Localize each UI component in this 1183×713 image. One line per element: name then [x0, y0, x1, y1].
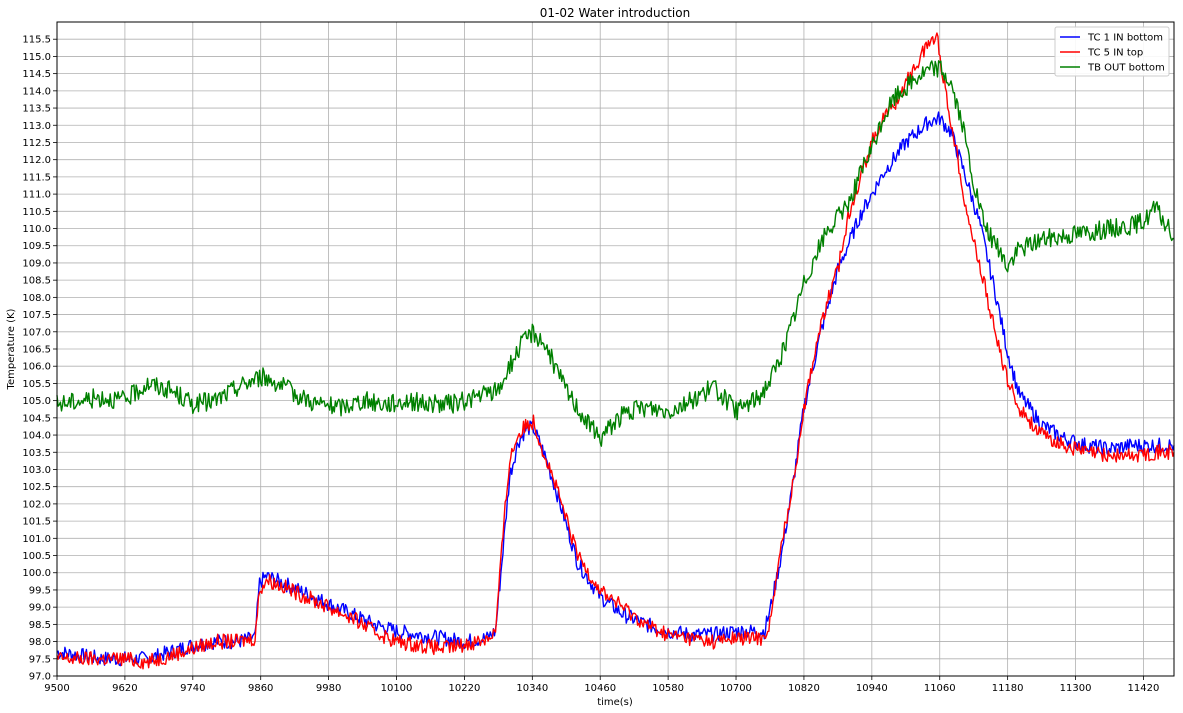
- y-axis-label: Temperature (K): [6, 308, 17, 390]
- y-tick-label: 99.0: [29, 603, 51, 614]
- y-tick-label: 101.0: [22, 534, 51, 545]
- series-line-tb-out-bottom: [56, 60, 1175, 447]
- y-tick-label: 97.0: [29, 672, 51, 683]
- x-tick-label: 11420: [1128, 683, 1160, 694]
- y-tick-label: 97.5: [29, 654, 51, 665]
- x-tick-label: 10580: [652, 683, 684, 694]
- y-tick-label: 102.5: [22, 482, 51, 493]
- y-tick-label: 107.5: [22, 310, 51, 321]
- x-tick-label: 9980: [316, 683, 341, 694]
- legend-entry: TC 1 IN bottom: [1087, 33, 1163, 44]
- grid: [56, 22, 1174, 677]
- y-tick-label: 110.5: [22, 207, 51, 218]
- x-tick-label: 10820: [788, 683, 820, 694]
- y-tick-label: 100.0: [22, 568, 51, 579]
- y-tick-label: 114.0: [22, 86, 51, 97]
- y-tick-label: 102.0: [22, 499, 51, 510]
- x-tick-label: 10940: [856, 683, 888, 694]
- y-tick-label: 108.0: [22, 293, 51, 304]
- y-tick-label: 106.5: [22, 345, 51, 356]
- x-tick-label: 9620: [112, 683, 137, 694]
- legend-entry: TB OUT bottom: [1087, 63, 1165, 74]
- y-tick-label: 107.0: [22, 327, 51, 338]
- x-tick-label: 10460: [584, 683, 616, 694]
- x-tick-label: 10700: [720, 683, 752, 694]
- y-tick-label: 111.0: [22, 190, 51, 201]
- y-tick-label: 115.5: [22, 35, 51, 46]
- y-tick-label: 98.0: [29, 637, 51, 648]
- x-tick-label: 9500: [44, 683, 69, 694]
- x-tick-label: 11180: [992, 683, 1024, 694]
- series-line-tc-1-in-bottom: [56, 111, 1175, 667]
- y-tick-label: 100.5: [22, 551, 51, 562]
- x-axis-label: time(s): [597, 697, 633, 708]
- x-tick-label: 10220: [449, 683, 481, 694]
- y-tick-label: 108.5: [22, 276, 51, 287]
- x-tick-label: 11060: [924, 683, 956, 694]
- y-tick-label: 112.5: [22, 138, 51, 149]
- x-tick-label: 11300: [1060, 683, 1092, 694]
- y-tick-label: 113.5: [22, 104, 51, 115]
- y-tick-label: 114.5: [22, 69, 51, 80]
- x-tick-label: 10340: [516, 683, 548, 694]
- x-tick-label: 9740: [180, 683, 205, 694]
- y-tick-label: 105.5: [22, 379, 51, 390]
- y-tick-label: 113.0: [22, 121, 51, 132]
- series-line-tc-5-in-top: [56, 32, 1175, 670]
- x-tick-label: 9860: [248, 683, 273, 694]
- x-tick-label: 10100: [381, 683, 413, 694]
- x-axis: 9500 9620 9740 9860 9980 10100 10220 10340 10460…: [44, 676, 1159, 694]
- chart-title: 01-02 Water introduction: [540, 6, 690, 20]
- y-tick-label: 115.0: [22, 52, 51, 63]
- series-lines: [56, 32, 1175, 670]
- y-tick-label: 101.5: [22, 517, 51, 528]
- y-tick-label: 105.0: [22, 396, 51, 407]
- y-tick-label: 106.0: [22, 362, 51, 373]
- y-tick-label: 104.5: [22, 413, 51, 424]
- y-tick-label: 109.0: [22, 258, 51, 269]
- y-tick-label: 109.5: [22, 241, 51, 252]
- y-tick-label: 98.5: [29, 620, 51, 631]
- y-axis: 97.0 97.5 98.0 98.5 99.0 99.5 100.0 100.5 101.0 1…: [22, 35, 57, 683]
- y-tick-label: 111.5: [22, 172, 51, 183]
- legend-entry: TC 5 IN top: [1087, 48, 1143, 59]
- y-tick-label: 103.5: [22, 448, 51, 459]
- y-tick-label: 110.0: [22, 224, 51, 235]
- y-tick-label: 103.0: [22, 465, 51, 476]
- legend: TC 1 IN bottom TC 5 IN top TB OUT bottom: [1054, 26, 1170, 77]
- y-tick-label: 112.0: [22, 155, 51, 166]
- legend-box: [1054, 26, 1170, 77]
- y-tick-label: 99.5: [29, 585, 51, 596]
- y-tick-label: 104.0: [22, 431, 51, 442]
